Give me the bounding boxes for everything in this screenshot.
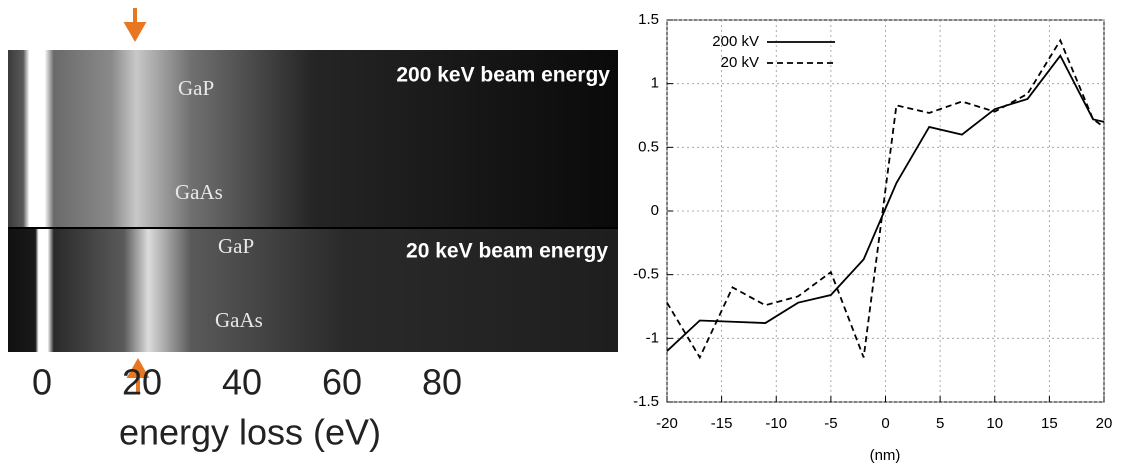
x-tick-label: 15 — [1041, 415, 1058, 432]
arrow-bottom — [126, 357, 150, 392]
line-series — [666, 38, 1105, 360]
spectrum-image-200kev — [8, 50, 618, 228]
annotation: GaAs — [215, 308, 263, 332]
x-tick-label: 80 — [422, 362, 462, 403]
annotation: GaP — [178, 76, 214, 100]
spectrum-panel: 200 keV beam energy GaP GaAs 20 keV beam… — [8, 8, 618, 453]
annotation: 200 keV beam energy — [396, 64, 610, 87]
y-tick-label: -0.5 — [633, 266, 659, 283]
x-tick-label: 20 — [122, 362, 162, 403]
x-tick-label: 40 — [222, 362, 262, 403]
y-tick-label: 1.5 — [638, 11, 659, 28]
legend-label: 20 kV — [721, 54, 759, 71]
x-tick-label: 5 — [936, 415, 944, 432]
profile-chart: (nm) -1.5 -1 -0.5 0 0.5 1 1.5 -20 -15 -10 -5 0 5 10 15… — [633, 11, 1112, 464]
x-tick-label: 10 — [986, 415, 1003, 432]
annotation: GaAs — [175, 180, 223, 204]
annotation: 20 keV beam energy — [406, 240, 608, 263]
y-tick-label: 1 — [651, 75, 659, 92]
legend-label: 200 kV — [712, 33, 759, 50]
y-tick-label: -1 — [646, 329, 659, 346]
y-tick-label: 0 — [651, 202, 659, 219]
x-tick-label: -20 — [656, 415, 678, 432]
annotation: GaP — [218, 234, 254, 258]
y-tick-label: 0.5 — [638, 138, 659, 155]
x-tick-label: 0 — [32, 362, 52, 403]
x-tick-label: 20 — [1096, 415, 1113, 432]
x-tick-label: -10 — [765, 415, 787, 432]
x-axis-label: energy loss (eV) — [119, 412, 381, 453]
arrow-top — [123, 8, 147, 43]
x-tick-label: 0 — [881, 415, 889, 432]
x-tick-label: -15 — [711, 415, 733, 432]
spectrum-image-20kev — [8, 228, 618, 352]
x-axis-label: (nm) — [870, 447, 901, 464]
line-series — [666, 53, 1105, 352]
y-tick-label: -1.5 — [633, 393, 659, 410]
x-tick-label: -5 — [824, 415, 837, 432]
x-tick-label: 60 — [322, 362, 362, 403]
